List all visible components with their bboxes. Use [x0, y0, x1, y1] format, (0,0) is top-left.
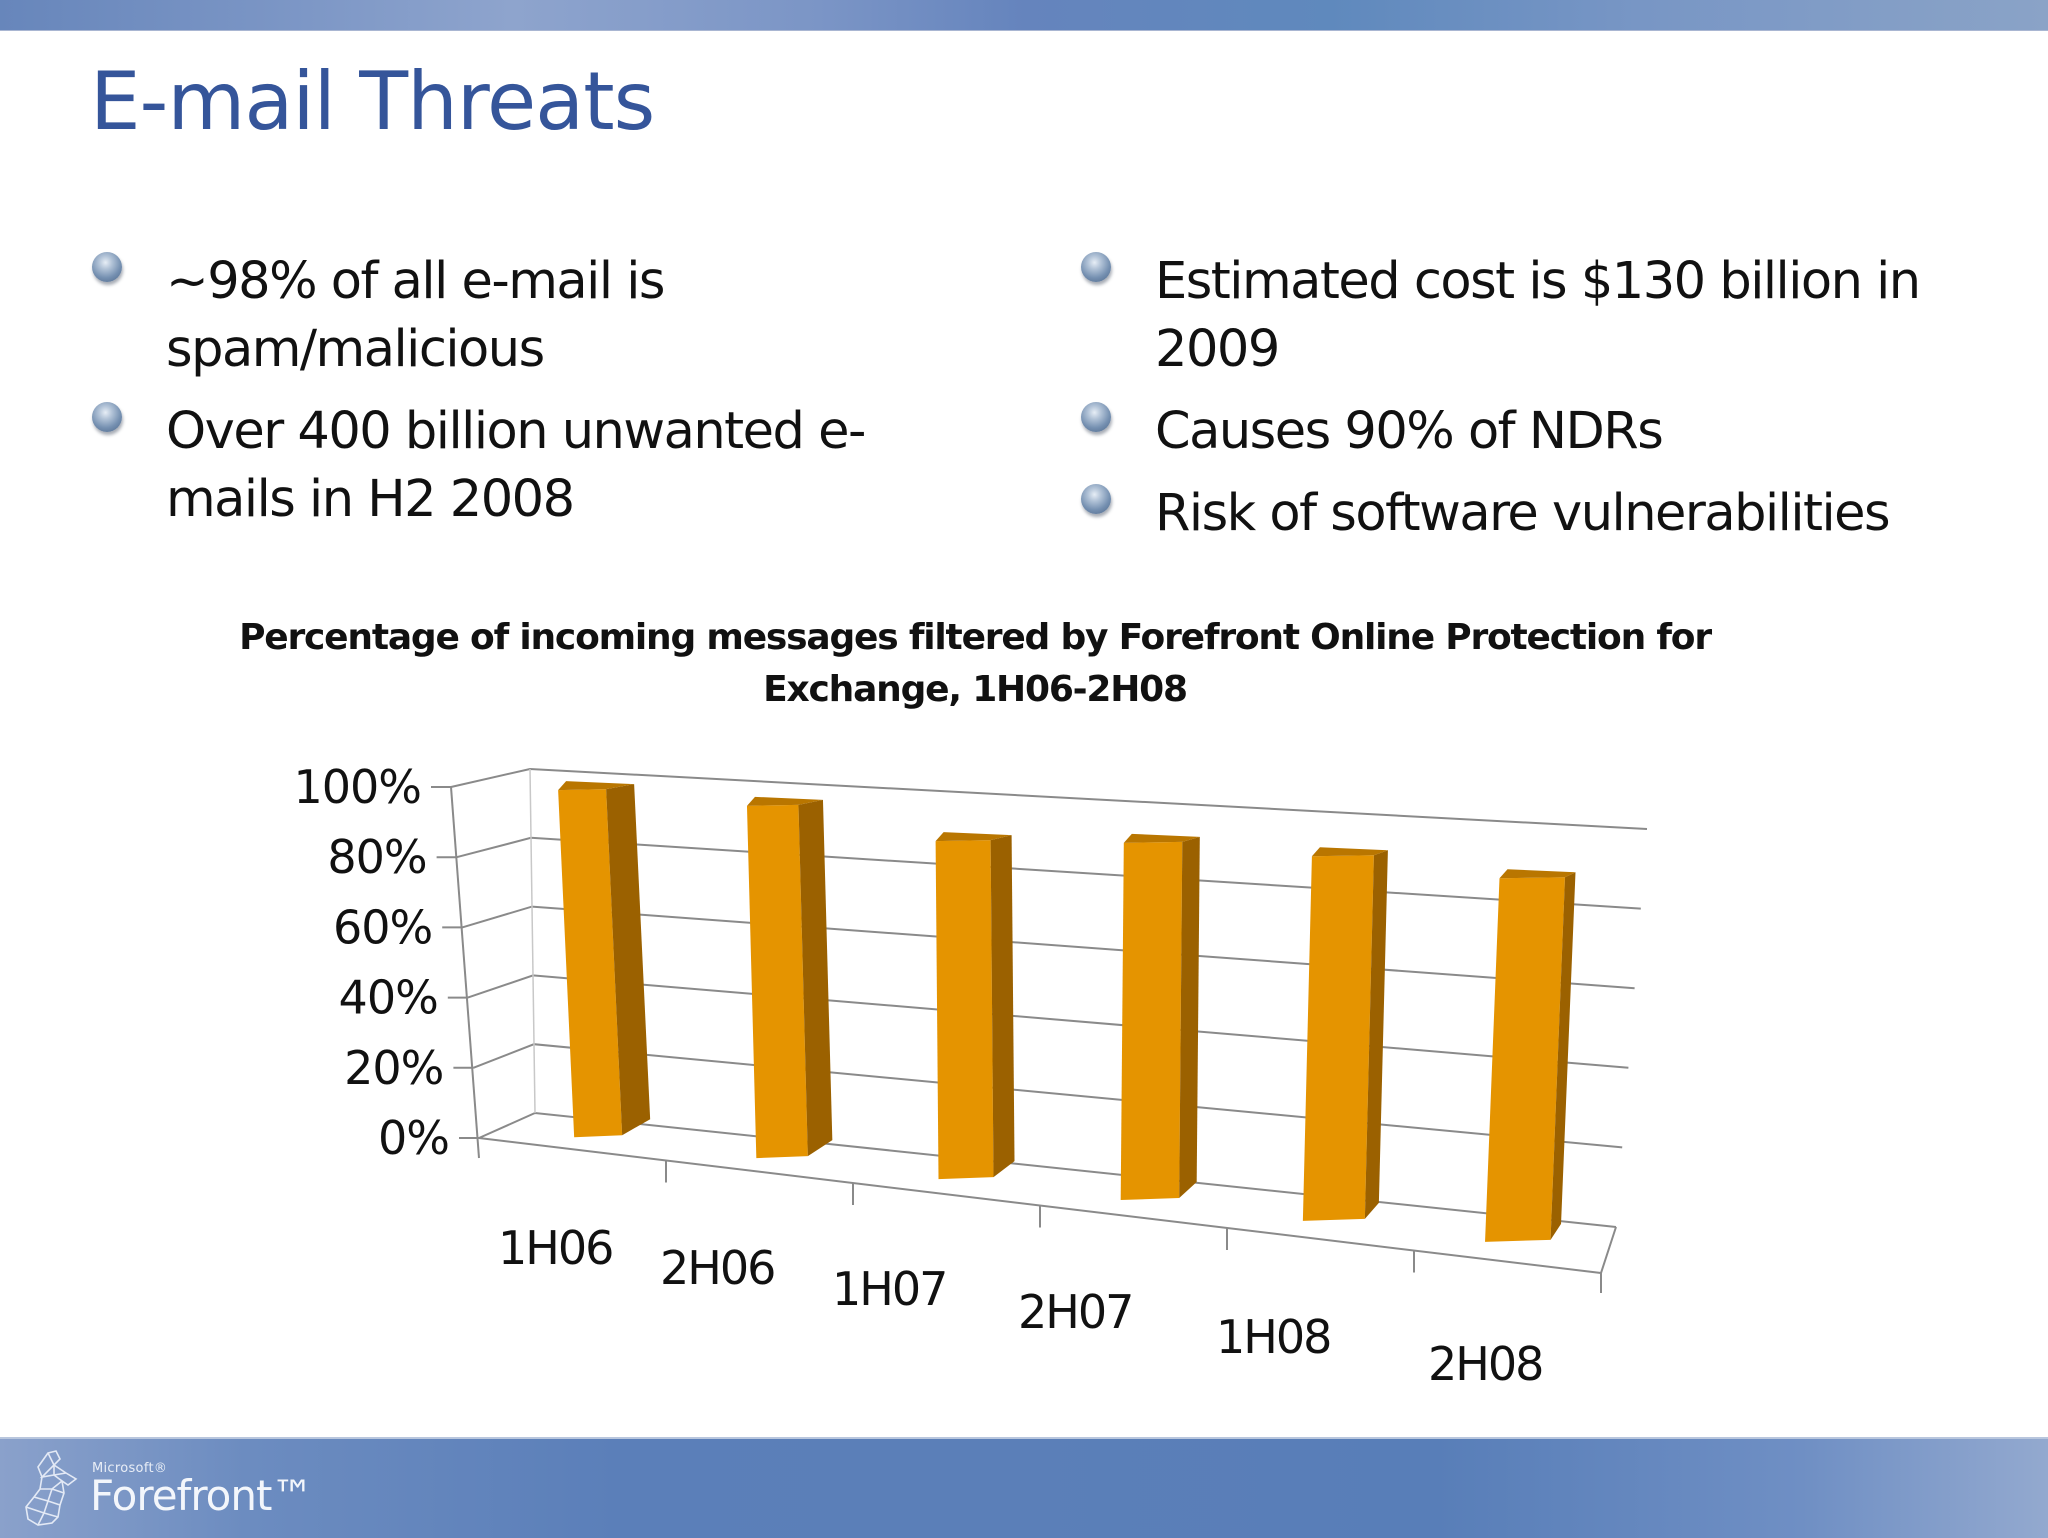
bar-front-face	[746, 804, 808, 1159]
x-tick-label: 1H07	[832, 1262, 946, 1316]
y-tick-label: 80%	[327, 830, 426, 884]
y-tick-label: 0%	[378, 1111, 449, 1165]
y-tick-label: 20%	[344, 1041, 443, 1095]
bar-front-face	[1302, 855, 1374, 1221]
bullet-item: ~98% of all e-mail is spam/malicious	[92, 248, 892, 384]
bar-top-face	[1311, 847, 1388, 857]
chart-title: Percentage of incoming messages filtered…	[239, 617, 1712, 710]
bullet-list-right: Estimated cost is $130 billion in 2009 C…	[1081, 248, 1981, 562]
footer-band	[0, 1437, 2048, 1538]
chart-bars	[558, 781, 1576, 1242]
y-tick-label: 40%	[339, 971, 438, 1025]
bar-front-face	[1485, 877, 1566, 1242]
bullet-sphere-icon	[92, 252, 122, 282]
bullet-sphere-icon	[1081, 402, 1111, 432]
bullet-sphere-icon	[1081, 252, 1111, 282]
bar-front-face	[558, 789, 623, 1138]
bar-top-face	[935, 832, 1012, 842]
y-axis-labels: 0% 20% 40% 60% 80% 100%	[293, 760, 450, 1165]
bar-top-face	[1123, 833, 1200, 843]
bar-front-face	[1120, 841, 1183, 1200]
bullet-item: Risk of software vulnerabilities	[1081, 480, 1981, 548]
x-tick-label: 1H08	[1216, 1310, 1330, 1364]
y-tick-label: 100%	[293, 760, 421, 814]
bar-side-face	[990, 835, 1015, 1178]
bar-front-face	[935, 840, 994, 1180]
bullet-sphere-icon	[92, 402, 122, 432]
bullet-item: Over 400 billion unwanted e-mails in H2 …	[92, 398, 892, 534]
y-tick-label: 60%	[333, 900, 432, 954]
bar-top-face	[746, 796, 823, 806]
forefront-mesh-logo-icon	[25, 1450, 78, 1526]
forefront-wordmark: Microsoft® Forefront™	[90, 1461, 313, 1520]
bar-side-face	[1364, 850, 1388, 1219]
bullet-sphere-icon	[1081, 484, 1111, 514]
bar-side-face	[1179, 836, 1200, 1198]
bar-side-face	[1550, 872, 1576, 1240]
bar-side-face	[606, 784, 651, 1136]
top-decorative-band	[0, 0, 2048, 31]
x-tick-label: 2H07	[1018, 1285, 1132, 1339]
bar-top-face	[558, 781, 635, 791]
bar-top-face	[1499, 869, 1576, 879]
x-axis-labels: 1H06 2H06 1H07 2H07 1H08 2H08	[498, 1221, 1544, 1391]
bullet-item: Causes 90% of NDRs	[1081, 398, 1981, 466]
slide-title: E-mail Threats	[90, 55, 655, 148]
bar-side-face	[798, 799, 833, 1157]
bullet-list-left: ~98% of all e-mail is spam/malicious Ove…	[92, 248, 892, 548]
forefront-logo: Microsoft® Forefront™	[22, 1447, 313, 1527]
x-tick-label: 2H08	[1428, 1337, 1542, 1391]
bullet-item: Estimated cost is $130 billion in 2009	[1081, 248, 1981, 384]
x-tick-label: 1H06	[498, 1221, 612, 1275]
chart-axes	[431, 768, 1617, 1293]
x-tick-label: 2H06	[660, 1241, 774, 1295]
